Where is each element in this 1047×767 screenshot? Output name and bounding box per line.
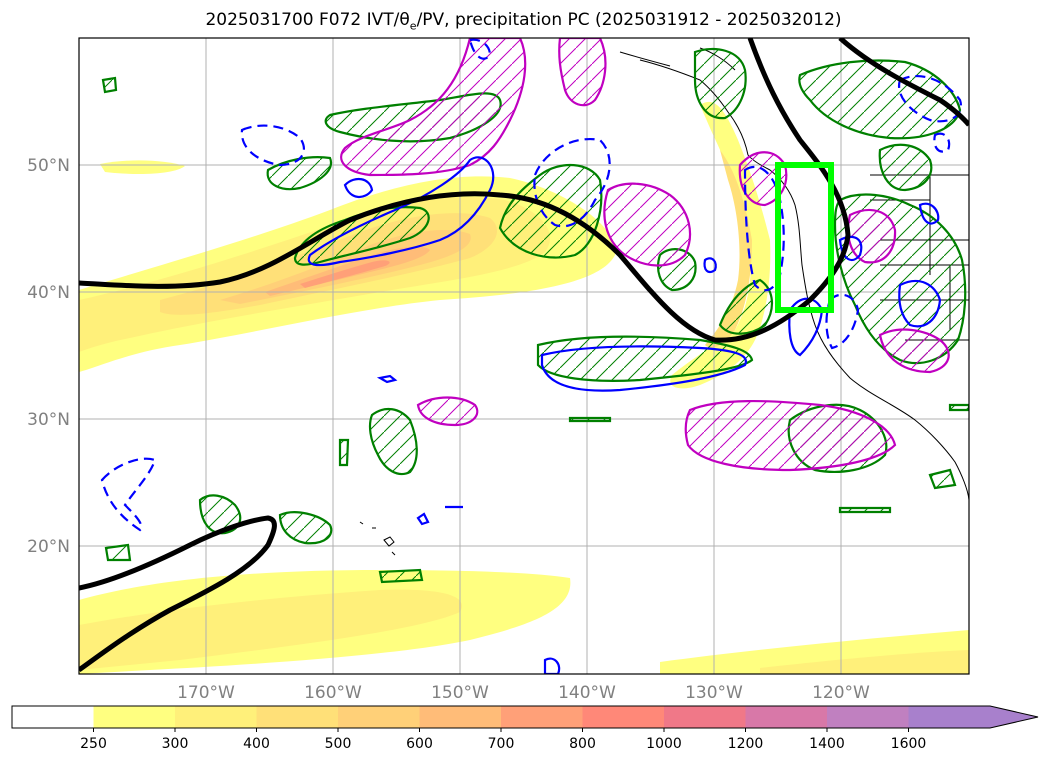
colorbar-tick-label: 700 bbox=[488, 736, 515, 752]
colorbar-tick-label: 1600 bbox=[891, 736, 927, 752]
lon-label: 150°W bbox=[431, 683, 489, 703]
lon-label: 130°W bbox=[685, 683, 743, 703]
lon-label: 140°W bbox=[558, 683, 616, 703]
colorbar-tick-label: 1400 bbox=[809, 736, 845, 752]
pv-anomaly-contours bbox=[340, 38, 950, 472]
colorbar-tick-label: 600 bbox=[406, 736, 433, 752]
map-background bbox=[79, 38, 969, 674]
colorbar-segment bbox=[419, 706, 502, 728]
lon-label: 170°W bbox=[177, 683, 235, 703]
lat-label: 50°N bbox=[27, 156, 70, 176]
colorbar-segment bbox=[501, 706, 583, 728]
colorbar-segment bbox=[93, 706, 176, 728]
colorbar-tick-label: 1200 bbox=[728, 736, 764, 752]
colorbar-outline bbox=[11, 705, 1039, 729]
colorbar-segment bbox=[664, 706, 746, 728]
colorbar-segment bbox=[338, 706, 420, 728]
colorbar-tick-label: 400 bbox=[243, 736, 270, 752]
latitude-labels: 50°N 40°N 30°N 20°N bbox=[27, 156, 70, 557]
colorbar: 250 300 400 500 600 700 800 1000 1200 1400 1600 bbox=[11, 705, 1039, 752]
longitude-labels: 170°W 160°W 150°W 140°W 130°W 120°W bbox=[177, 683, 870, 703]
lat-label: 40°N bbox=[27, 283, 70, 303]
lat-label: 30°N bbox=[27, 410, 70, 430]
colorbar-segment bbox=[827, 706, 909, 728]
chart-title: 2025031700 F072 IVT/θe/PV, precipitation… bbox=[205, 10, 842, 33]
target-region-box bbox=[775, 162, 834, 313]
colorbar-tick-label: 250 bbox=[80, 736, 107, 752]
lat-label: 20°N bbox=[27, 537, 70, 557]
colorbar-extend-arrow bbox=[908, 706, 1038, 728]
colorbar-segment bbox=[256, 706, 339, 728]
colorbar-tick-label: 800 bbox=[569, 736, 596, 752]
colorbar-segment bbox=[745, 706, 828, 728]
pv-2pvu-contour bbox=[79, 38, 969, 673]
colorbar-tick-label: 500 bbox=[325, 736, 352, 752]
colorbar-segment bbox=[12, 706, 94, 728]
lon-label: 120°W bbox=[812, 683, 870, 703]
lon-label: 160°W bbox=[304, 683, 362, 703]
colorbar-tick-label: 1000 bbox=[646, 736, 682, 752]
colorbar-segment bbox=[175, 706, 257, 728]
map-frame bbox=[78, 37, 970, 675]
colorbar-tick-label: 300 bbox=[162, 736, 189, 752]
colorbar-segment bbox=[582, 706, 665, 728]
